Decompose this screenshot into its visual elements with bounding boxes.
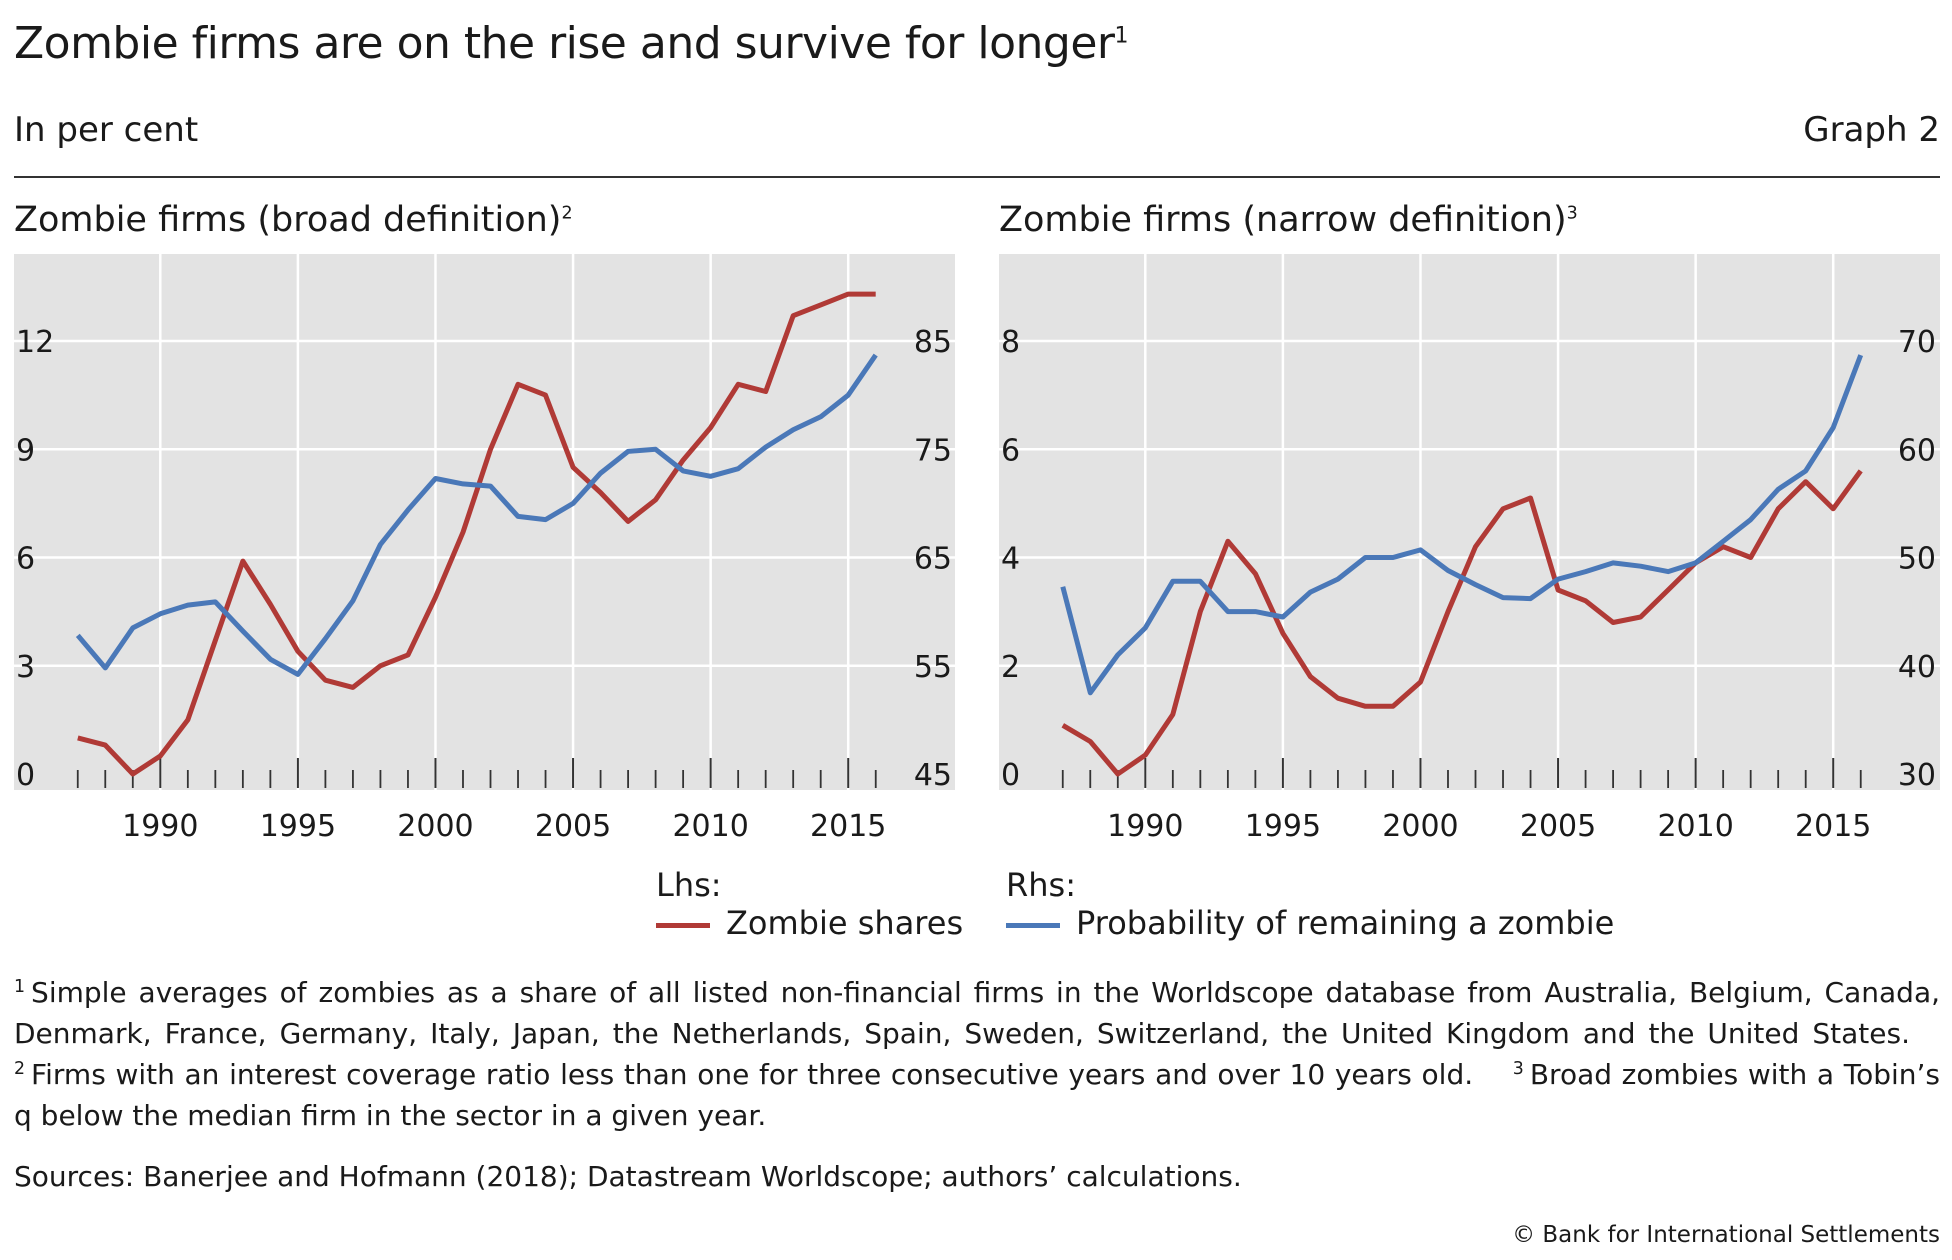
y-left-tick-label: 0 [1001,758,1020,793]
y-left-tick-label: 12 [16,325,54,360]
legend-item-probability: Probability of remaining a zombie [1076,904,1615,942]
x-tick-label: 1995 [1245,809,1321,844]
legend-rhs: Rhs: Probability of remaining a zombie [1006,866,1614,942]
chart-title: Zombie firms are on the rise and survive… [14,18,1128,69]
x-tick-label: 2000 [1382,809,1458,844]
x-tick-label: 2005 [535,809,611,844]
sources-note: Sources: Banerjee and Hofmann (2018); Da… [14,1160,1242,1193]
x-tick-label: 1990 [122,809,198,844]
x-tick-label: 2005 [1520,809,1596,844]
y-left-tick-label: 9 [16,433,35,468]
y-right-tick-label: 45 [914,758,952,793]
legend-lhs: Lhs: Zombie shares [656,866,963,942]
y-right-tick-label: 75 [914,433,952,468]
x-tick-label: 2010 [1657,809,1733,844]
x-tick-label: 2015 [810,809,886,844]
copyright: © Bank for International Settlements [1512,1222,1940,1248]
footnote-2: 2 Firms with an interest coverage ratio l… [14,1058,1474,1091]
y-right-tick-label: 70 [1898,325,1936,360]
y-right-tick-label: 65 [914,542,952,577]
x-tick-label: 1995 [260,809,336,844]
y-right-tick-label: 60 [1898,433,1936,468]
panel-title-broad: Zombie firms (broad definition)2 [14,200,573,240]
y-left-tick-label: 2 [1001,650,1020,685]
graph-number: Graph 2 [1803,110,1940,150]
series-line-probability [75,353,878,677]
legend-item-zombie-shares: Zombie shares [726,904,964,942]
series-line-zombie-shares [77,291,876,777]
x-tick-label: 2010 [672,809,748,844]
y-left-tick-label: 0 [16,758,35,793]
x-tick-label: 1990 [1107,809,1183,844]
y-left-tick-label: 4 [1001,542,1020,577]
footnotes: 1 Simple averages of zombies as a share o… [14,972,1940,1136]
y-right-tick-label: 50 [1898,542,1936,577]
y-left-tick-label: 3 [16,650,35,685]
legend-lhs-label: Lhs: [656,866,722,904]
legend-rhs-label: Rhs: [1006,866,1076,904]
y-left-tick-label: 6 [1001,433,1020,468]
header-divider [14,176,1940,178]
panel-title-narrow: Zombie firms (narrow definition)3 [999,200,1578,240]
title-footnote-ref: 1 [1114,23,1129,49]
legend-swatch-zombie-shares [656,922,710,928]
y-right-tick-label: 40 [1898,650,1936,685]
y-right-tick-label: 30 [1898,758,1936,793]
charts-svg: 1990 1995 2000 2005 2010 20150369124555657585… [14,254,1940,844]
legend-swatch-probability [1006,922,1060,928]
y-left-tick-label: 8 [1001,325,1020,360]
units-subtitle: In per cent [14,110,199,150]
y-right-tick-label: 55 [914,650,952,685]
y-left-tick-label: 6 [16,542,35,577]
plot-background [999,254,1940,790]
footnote-1: 1 Simple averages of zombies as a share o… [14,976,1940,1050]
x-tick-label: 2000 [397,809,473,844]
footnote-3: 3 Broad zombies with a Tobin’s q below th… [14,1058,1940,1132]
x-tick-label: 2015 [1795,809,1871,844]
y-right-tick-label: 85 [914,325,952,360]
series-line-probability [1060,354,1864,696]
plot-background [14,254,955,790]
